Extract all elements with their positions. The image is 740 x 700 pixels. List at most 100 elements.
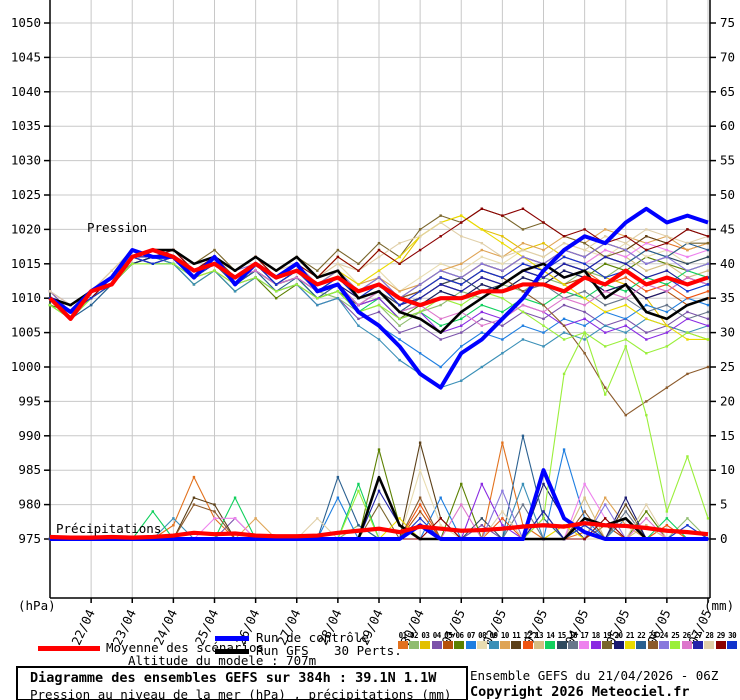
axis-tick-label: 985 — [18, 462, 41, 477]
meteogram-plot: 1050104510401035103010251020101510101005… — [11, 0, 735, 647]
footer-title: Diagramme des ensembles GEFS sur 384h : … — [30, 670, 437, 686]
pert-number: 12 — [523, 631, 533, 640]
axis-tick-label: 75 — [720, 15, 735, 30]
pert-legend-item: 25 — [670, 631, 681, 649]
pert-legend-item: 02 — [408, 631, 420, 649]
axis-tick-label: 5 — [720, 497, 728, 512]
pert-legend-item: 08 — [477, 631, 488, 649]
axis-tick-label: 1030 — [11, 153, 41, 168]
axis-tick-label: 60 — [720, 118, 735, 133]
pert-number: 08 — [478, 631, 487, 640]
pert-color-swatch — [397, 641, 408, 649]
axis-tick-label: 10 — [720, 462, 735, 477]
axis-tick-label: 1020 — [11, 221, 41, 236]
pert-number: 20 — [614, 631, 623, 640]
pert-number: 21 — [625, 631, 635, 640]
pert-number: 30 — [728, 631, 737, 640]
axis-tick-label: 1025 — [11, 187, 41, 202]
pert-color-swatch — [477, 641, 488, 649]
axis-tick-label: 20 — [720, 393, 735, 408]
axis-tick-label: 25 — [720, 359, 735, 374]
axis-tick-label: 55 — [720, 153, 735, 168]
right-axis-unit: (mm) — [704, 598, 735, 613]
legend-gfs-label: Run GFS — [256, 643, 309, 658]
axis-tick-label: 1035 — [11, 118, 41, 133]
pert-legend-item: 17 — [579, 631, 590, 649]
pert-number: 28 — [705, 631, 714, 640]
axis-tick-label: 1015 — [11, 256, 41, 271]
pert-legend-item: 14 — [545, 631, 556, 649]
pert-color-swatch — [579, 641, 590, 649]
pert-color-swatch — [602, 641, 613, 649]
pert-swatch-grid: 01 02 03 04 05 06 07 08 09 10 11 12 13 14 15 16 17 18 19 20… — [397, 631, 738, 649]
pert-color-swatch — [533, 641, 544, 649]
pert-color-swatch — [590, 641, 601, 649]
pert-number: 19 — [603, 631, 612, 640]
axis-tick-label: 980 — [18, 497, 41, 512]
pert-legend-item: 13 — [533, 631, 544, 649]
axis-tick-label: 1000 — [11, 359, 41, 374]
pert-legend-item: 27 — [692, 631, 704, 649]
axis-tick-label: 22/04 — [68, 607, 98, 647]
pert-color-swatch — [511, 641, 522, 649]
pert-number: 05 — [444, 631, 453, 640]
pert-color-swatch — [556, 641, 567, 649]
pert-legend-item: 05 — [442, 631, 454, 649]
pert-color-swatch — [715, 641, 726, 649]
pert-legend-item: 29 — [715, 631, 726, 649]
pert-number: 16 — [569, 631, 578, 640]
pert-number: 10 — [500, 631, 510, 640]
footer-subtitle: Pression au niveau de la mer (hPa) , pré… — [30, 687, 452, 700]
footer-copyright: Copyright 2026 Meteociel.fr — [470, 684, 690, 700]
pert-number: 13 — [534, 631, 544, 640]
pert-number: 15 — [557, 631, 567, 640]
precip-mean — [49, 521, 709, 540]
pert-number: 23 — [648, 631, 658, 640]
pert-color-swatch — [420, 641, 431, 649]
legend-gfs-line — [215, 649, 249, 654]
pert-legend-item: 18 — [590, 631, 601, 649]
axis-tick-label: 1005 — [11, 325, 41, 340]
pert-legend-item: 23 — [647, 631, 658, 649]
pert-legend-item: 19 — [601, 631, 613, 649]
pert-legend-item: 30 — [726, 631, 738, 649]
altitude-note: Altitude du modele : 707m — [128, 653, 317, 668]
pert-legend-item: 06 — [454, 631, 465, 649]
pert-legend-item: 28 — [704, 631, 715, 649]
pert-color-swatch — [568, 641, 579, 649]
axis-tick-label: 1050 — [11, 15, 41, 30]
pert-color-swatch — [545, 641, 556, 649]
pressure-mean — [48, 247, 709, 321]
pert-number: 18 — [591, 631, 601, 640]
pert-legend-item: 16 — [567, 631, 579, 649]
pert-number: 04 — [432, 631, 442, 640]
pert-color-swatch — [624, 641, 635, 649]
footer-title-box: Diagramme des ensembles GEFS sur 384h : … — [16, 666, 468, 700]
pert-color-swatch — [488, 641, 499, 649]
axis-tick-label: 15 — [720, 428, 735, 443]
pert-number: 22 — [637, 631, 646, 640]
pert-legend-item: 12 — [522, 631, 533, 649]
pert-color-swatch — [431, 641, 442, 649]
pert-number: 07 — [466, 631, 476, 640]
pert-number: 25 — [671, 631, 680, 640]
axis-tick-label: 35 — [720, 290, 735, 305]
pert-legend-item: 09 — [488, 631, 499, 649]
pressure-zone-label: Pression — [87, 220, 148, 235]
axis-tick-label: 65 — [720, 84, 735, 99]
legend-mean-line — [38, 646, 100, 651]
axis-tick-label: 50 — [720, 187, 735, 202]
axis-tick-label: 70 — [720, 49, 735, 64]
pert-legend-item: 26 — [681, 631, 692, 649]
pert-color-swatch — [727, 641, 738, 649]
axis-tick-label: 30 — [720, 325, 735, 340]
precipitation-zone-label: Précipitations — [56, 521, 162, 536]
pert-color-swatch — [670, 641, 681, 649]
legend-perts-label: 30 Perts. — [334, 643, 402, 658]
pert-color-swatch — [693, 641, 704, 649]
pert-color-swatch — [443, 641, 454, 649]
pert-number: 03 — [421, 631, 430, 640]
pert-legend-item: 21 — [624, 631, 635, 649]
pert-number: 09 — [489, 631, 499, 640]
